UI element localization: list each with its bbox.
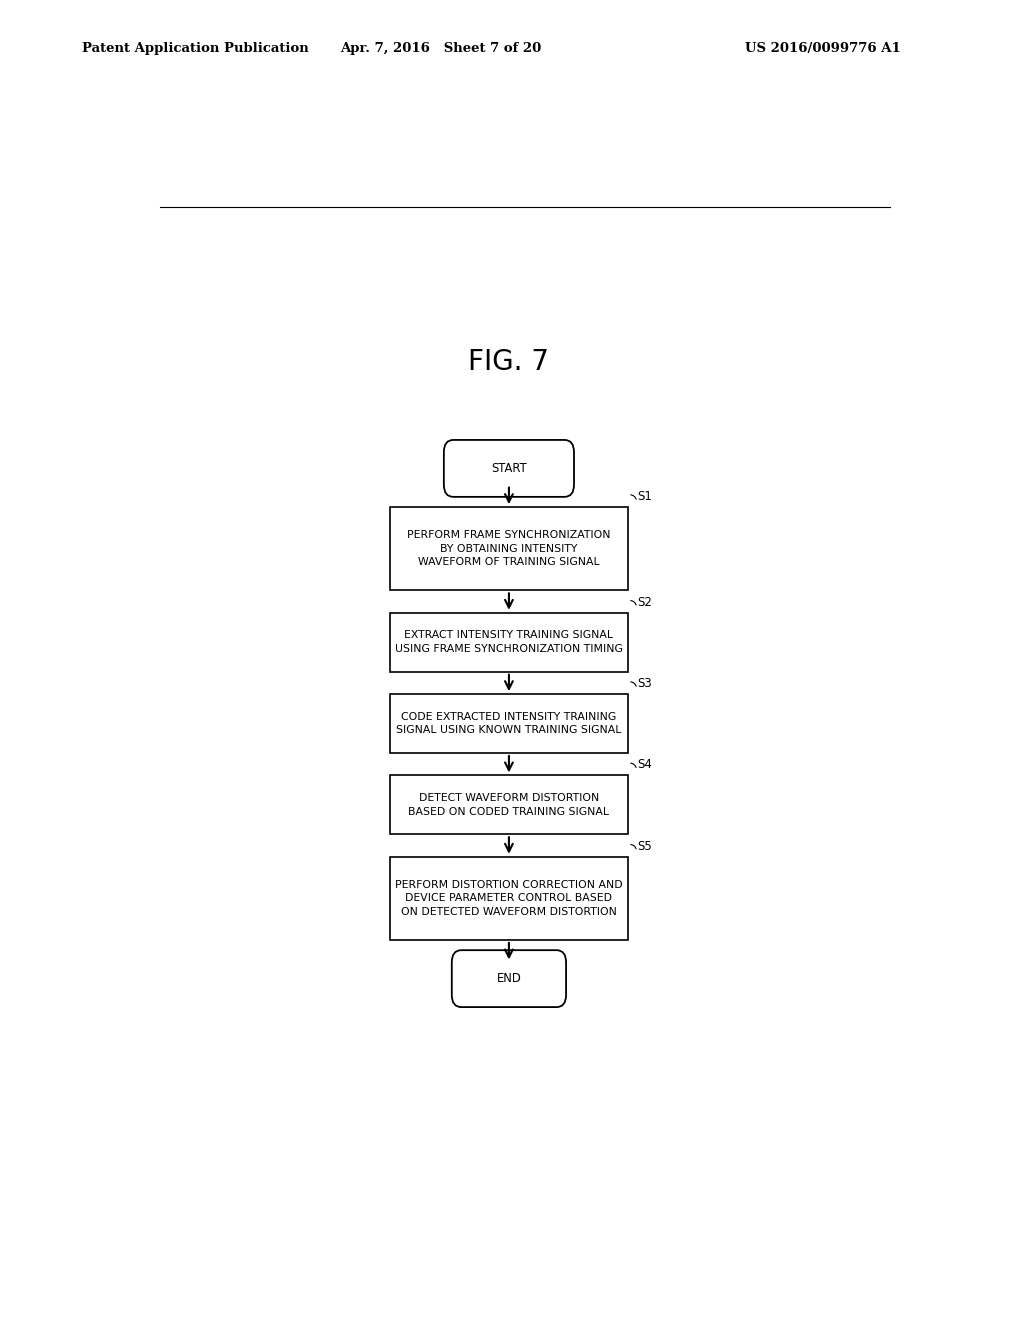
- Text: START: START: [492, 462, 526, 475]
- Text: US 2016/0099776 A1: US 2016/0099776 A1: [745, 42, 901, 55]
- Text: PERFORM FRAME SYNCHRONIZATION
BY OBTAINING INTENSITY
WAVEFORM OF TRAINING SIGNAL: PERFORM FRAME SYNCHRONIZATION BY OBTAINI…: [408, 531, 610, 568]
- Text: S2: S2: [638, 595, 652, 609]
- FancyBboxPatch shape: [390, 694, 628, 752]
- Text: S3: S3: [638, 677, 652, 690]
- Text: PERFORM DISTORTION CORRECTION AND
DEVICE PARAMETER CONTROL BASED
ON DETECTED WAV: PERFORM DISTORTION CORRECTION AND DEVICE…: [395, 879, 623, 917]
- Text: S4: S4: [638, 758, 652, 771]
- Text: CODE EXTRACTED INTENSITY TRAINING
SIGNAL USING KNOWN TRAINING SIGNAL: CODE EXTRACTED INTENSITY TRAINING SIGNAL…: [396, 711, 622, 735]
- FancyBboxPatch shape: [443, 440, 574, 496]
- Text: Apr. 7, 2016   Sheet 7 of 20: Apr. 7, 2016 Sheet 7 of 20: [340, 42, 541, 55]
- FancyBboxPatch shape: [452, 950, 566, 1007]
- Text: FIG. 7: FIG. 7: [468, 347, 550, 376]
- Text: EXTRACT INTENSITY TRAINING SIGNAL
USING FRAME SYNCHRONIZATION TIMING: EXTRACT INTENSITY TRAINING SIGNAL USING …: [395, 631, 623, 653]
- FancyBboxPatch shape: [390, 612, 628, 672]
- Text: DETECT WAVEFORM DISTORTION
BASED ON CODED TRAINING SIGNAL: DETECT WAVEFORM DISTORTION BASED ON CODE…: [409, 793, 609, 817]
- FancyBboxPatch shape: [390, 857, 628, 940]
- Text: S5: S5: [638, 840, 652, 853]
- FancyBboxPatch shape: [390, 507, 628, 590]
- FancyBboxPatch shape: [390, 775, 628, 834]
- Text: END: END: [497, 972, 521, 985]
- Text: Patent Application Publication: Patent Application Publication: [82, 42, 308, 55]
- Text: S1: S1: [638, 490, 652, 503]
